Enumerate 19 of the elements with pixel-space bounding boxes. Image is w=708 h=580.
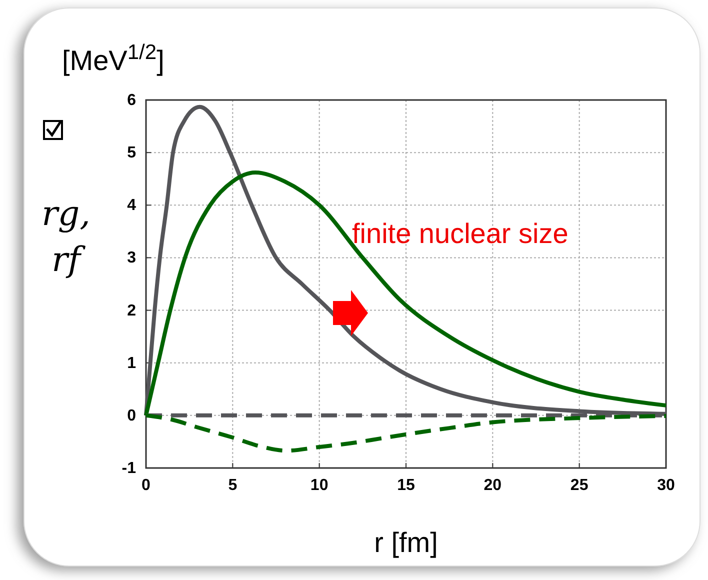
x-tick-label: 30 [657,477,675,494]
y-tick-label: 1 [127,354,136,372]
annotation: finite nuclear size [352,218,568,249]
x-tick-label: 15 [397,477,415,494]
x-tick-label: 10 [310,477,328,494]
y-tick-label: 2 [127,302,136,320]
x-tick-label: 5 [228,477,238,494]
x-tick-label: 25 [570,477,588,494]
text: [MeV$^{1/2}$] [62,40,164,76]
x-axis-title: r [fm] [374,527,438,558]
y-tick-label: 3 [127,250,136,267]
y-axis-title: rg, rf [42,194,90,280]
x-tick-label: 20 [484,477,502,494]
y-tick-label: 5 [127,144,136,162]
y-tick-label: 0 [127,407,136,424]
y-tick-label: -1 [122,460,136,477]
y-tick-label: 6 [127,92,136,109]
y-tick-label: 4 [127,197,136,214]
x-tick-label: 0 [142,477,151,494]
